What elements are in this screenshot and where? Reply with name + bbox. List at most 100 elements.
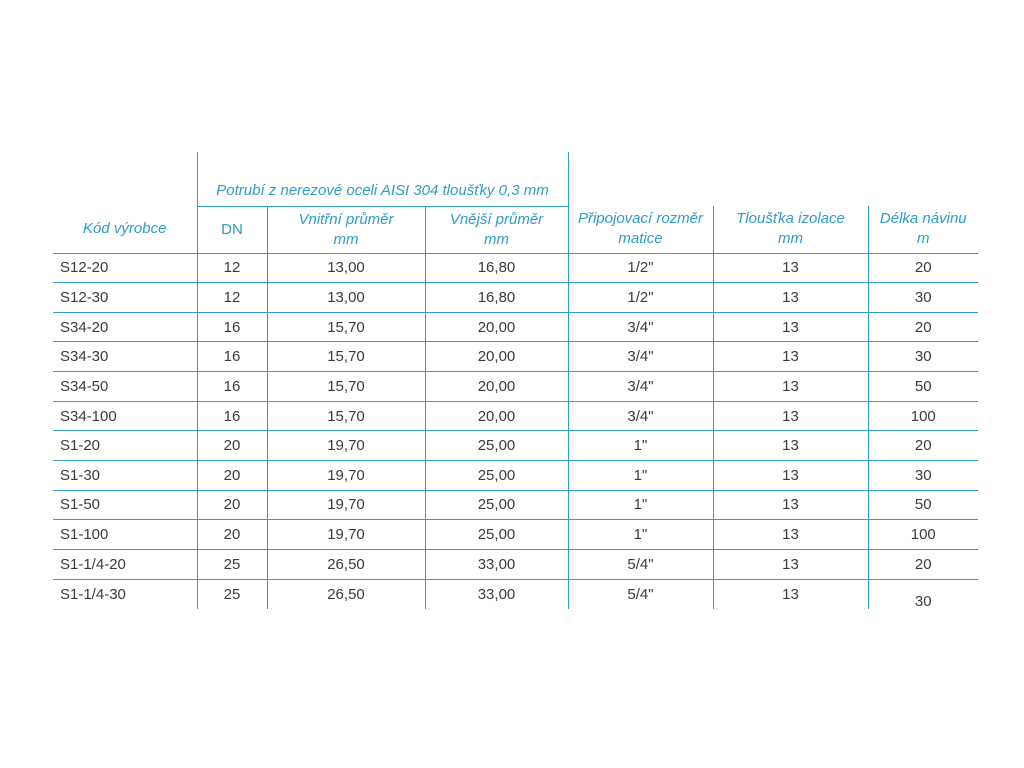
cell-text: 3/4"	[627, 348, 654, 366]
cell-text: 15,70	[327, 377, 365, 395]
cell-text: 13,00	[327, 288, 365, 306]
cell-text: 25,00	[477, 437, 516, 455]
cell-text: 1"	[633, 526, 648, 544]
cell-text: 20	[914, 555, 932, 573]
table-cell: S1-30	[53, 460, 197, 491]
cell-text: 1/2"	[627, 259, 654, 277]
table-cell: S34-50	[53, 371, 197, 402]
cell-text: 25,00	[477, 526, 516, 544]
table-cell: 13	[712, 460, 868, 491]
cell-text: 20,00	[477, 377, 516, 395]
table-row: S1-1/4-20 25 26,50 33,00 5/4" 13 20	[53, 549, 979, 580]
cell-text: 1"	[633, 437, 648, 455]
table-cell: 20,00	[424, 341, 568, 373]
cell-text: S34-20	[60, 318, 109, 336]
cell-text: 1"	[633, 496, 648, 514]
col-header-label: Vnější průměr	[449, 210, 544, 228]
table-cell: 16	[196, 341, 267, 373]
table-row: S34-20 16 15,70 20,00 3/4" 13 20	[53, 312, 979, 343]
cell-text: S34-30	[60, 348, 109, 366]
table-cell: 3/4"	[567, 341, 713, 373]
table-cell: 1"	[567, 490, 713, 521]
group-header-cell: Potrubí z nerezové oceli AISI 304 tloušť…	[196, 152, 569, 207]
cell-text: 16	[223, 318, 241, 336]
col-header-label: Připojovací rozměr	[577, 210, 704, 228]
cell-text: 20	[914, 437, 932, 455]
table-row: S12-20 12 13,00 16,80 1/2" 13 20	[53, 253, 979, 284]
cell-text: 13	[782, 348, 799, 366]
cell-text: S12-20	[60, 259, 109, 277]
table-cell: 19,70	[266, 430, 425, 461]
table-cell: 25,00	[424, 430, 568, 461]
cell-text: 13	[782, 318, 799, 336]
table-cell: 20	[867, 312, 979, 343]
cell-text: S34-100	[60, 407, 117, 425]
cell-text: S34-50	[60, 377, 109, 395]
cell-text: 12	[223, 288, 241, 306]
table-cell: 12	[196, 282, 267, 313]
cell-text: S1-1/4-30	[60, 585, 126, 603]
col-header-vnejsi-prumer: Vnější průměr mm	[424, 206, 568, 254]
cell-text: 20,00	[477, 318, 516, 336]
cell-text: S12-30	[60, 288, 109, 306]
cell-text: 50	[914, 377, 932, 395]
cell-text: 20	[223, 496, 241, 514]
table-row: S1-30 20 19,70 25,00 1" 13 30	[53, 460, 979, 491]
table-cell: 1/2"	[567, 253, 713, 284]
table-cell: 30	[867, 460, 979, 491]
cell-text: S1-30	[60, 466, 101, 484]
table-cell: 20	[867, 549, 979, 580]
cell-text: 30	[914, 348, 932, 366]
table-cell: 33,00	[424, 549, 568, 580]
table-cell: 50	[867, 490, 979, 521]
table-cell: 13	[712, 549, 868, 580]
cell-text: 12	[223, 259, 241, 277]
table-cell: 15,70	[266, 341, 425, 373]
cell-text: 16,80	[477, 288, 516, 306]
col-header-label: Délka návinu	[879, 210, 967, 228]
table-cell: S1-100	[53, 519, 197, 550]
table-cell: S34-30	[53, 341, 197, 373]
col-header-unit: mm	[484, 230, 509, 248]
table-cell: 16	[196, 401, 267, 432]
cell-text: 16,80	[477, 259, 516, 277]
table-cell: 13	[712, 430, 868, 461]
blank-cell	[53, 152, 197, 206]
table-cell: 1"	[567, 519, 713, 550]
cell-text: 26,50	[327, 585, 365, 603]
table-cell: 100	[867, 401, 979, 432]
table-cell: 20	[196, 519, 267, 550]
table-row: S12-30 12 13,00 16,80 1/2" 13 30	[53, 282, 979, 313]
col-header-unit: m	[917, 230, 930, 248]
cell-text: 13	[782, 555, 799, 573]
col-header-unit: mm	[333, 230, 359, 248]
table-cell: 25,00	[424, 460, 568, 491]
cell-text: 25	[223, 555, 241, 573]
cell-text: 100	[910, 526, 936, 544]
table-cell: 16	[196, 371, 267, 402]
column-header-row: Kód výrobce DN Vnitřní průměr mm Vnější p…	[53, 206, 979, 254]
cell-text: 16	[223, 407, 241, 425]
cell-text: 25,00	[477, 496, 516, 514]
table-cell: S12-20	[53, 253, 197, 284]
table-cell: 13	[712, 253, 868, 284]
table-cell: 15,70	[266, 401, 425, 432]
cell-text: 20,00	[477, 348, 516, 366]
cell-text: 13	[782, 377, 799, 395]
pipe-spec-table: Potrubí z nerezové oceli AISI 304 tloušť…	[53, 152, 979, 610]
table-cell: 13,00	[266, 253, 425, 284]
table-cell: 30	[867, 282, 979, 313]
table-cell: 13,00	[266, 282, 425, 313]
table-cell: S1-1/4-30	[53, 579, 197, 609]
table-cell: 3/4"	[567, 312, 713, 343]
table-cell: 20	[867, 430, 979, 461]
table-cell: 16,80	[424, 282, 568, 313]
table-cell: 16	[196, 312, 267, 343]
table-cell: 13	[712, 579, 868, 610]
col-header-label: Vnitřní průměr	[298, 210, 394, 228]
table-cell: 13	[712, 519, 868, 550]
table-cell: S12-30	[53, 282, 197, 313]
table-cell: 15,70	[266, 371, 425, 402]
cell-text: 13	[782, 407, 799, 425]
cell-text: 13	[782, 437, 799, 455]
